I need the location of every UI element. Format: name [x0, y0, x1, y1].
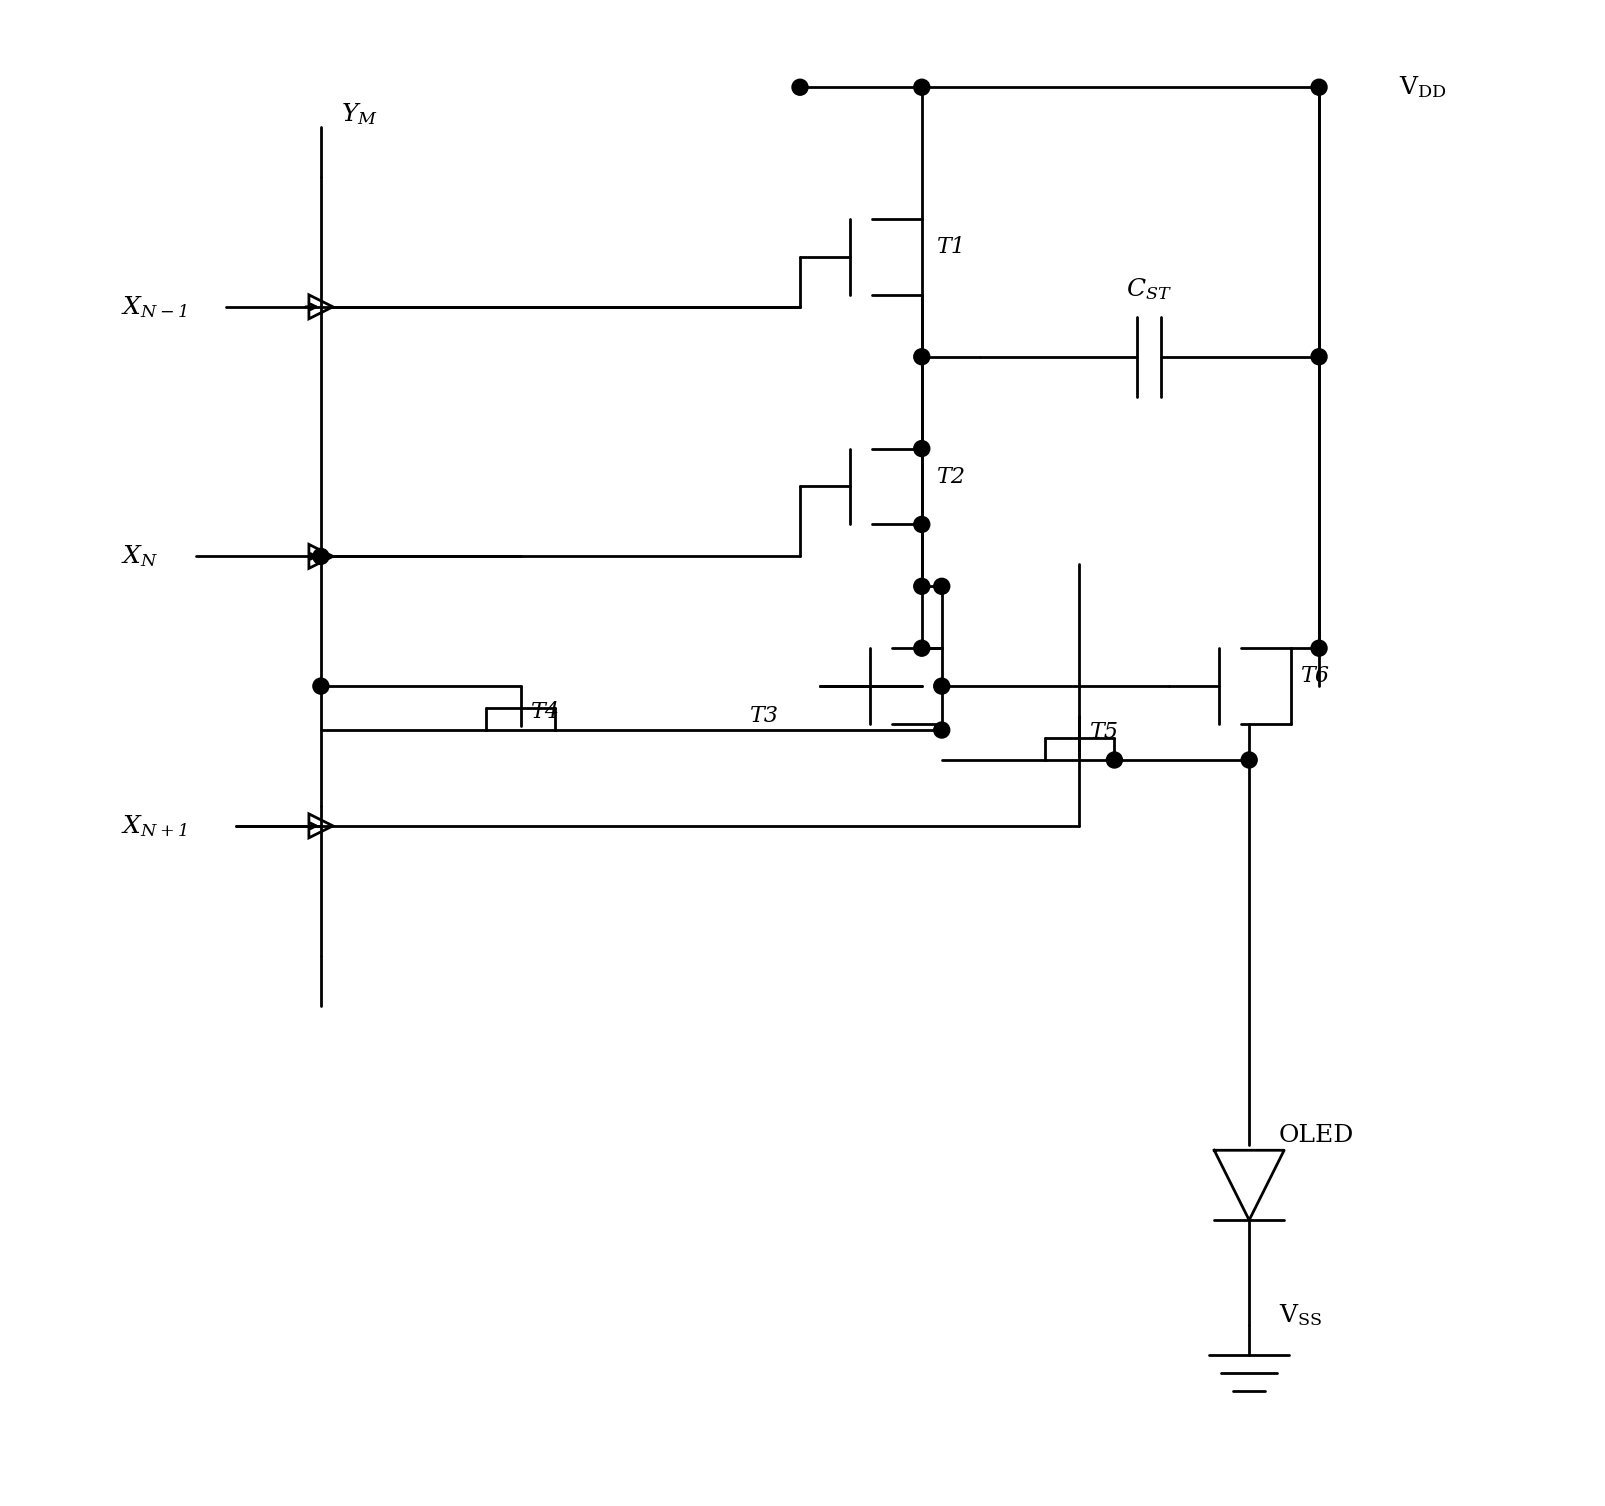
- Text: $\mathregular{X_N}$: $\mathregular{X_N}$: [122, 544, 159, 569]
- Text: T5: T5: [1090, 721, 1119, 742]
- Circle shape: [913, 349, 929, 364]
- Circle shape: [913, 80, 929, 95]
- Text: T4: T4: [531, 702, 560, 723]
- Text: T3: T3: [750, 705, 778, 727]
- Circle shape: [791, 80, 807, 95]
- Text: $\mathregular{X_{N-1}}$: $\mathregular{X_{N-1}}$: [122, 294, 188, 319]
- Text: $\mathregular{Y_M}$: $\mathregular{Y_M}$: [340, 101, 377, 127]
- Text: $\mathregular{V_{SS}}$: $\mathregular{V_{SS}}$: [1279, 1303, 1323, 1328]
- Circle shape: [913, 578, 929, 595]
- Text: $\mathregular{C_{ST}}$: $\mathregular{C_{ST}}$: [1127, 276, 1172, 301]
- Circle shape: [313, 678, 329, 694]
- Text: T6: T6: [1302, 666, 1331, 687]
- Circle shape: [1106, 751, 1122, 768]
- Circle shape: [313, 548, 329, 565]
- Circle shape: [913, 441, 929, 456]
- Circle shape: [1311, 80, 1327, 95]
- Text: $\mathregular{X_{N+1}}$: $\mathregular{X_{N+1}}$: [122, 813, 188, 839]
- Text: T2: T2: [937, 465, 966, 488]
- Text: T1: T1: [937, 236, 966, 258]
- Circle shape: [1311, 349, 1327, 364]
- Circle shape: [913, 640, 929, 657]
- Circle shape: [1311, 640, 1327, 657]
- Circle shape: [934, 721, 950, 738]
- Text: $\mathregular{V_{DD}}$: $\mathregular{V_{DD}}$: [1400, 74, 1446, 101]
- Circle shape: [934, 678, 950, 694]
- Circle shape: [934, 578, 950, 595]
- Circle shape: [913, 517, 929, 533]
- Circle shape: [1241, 751, 1257, 768]
- Text: OLED: OLED: [1279, 1123, 1355, 1146]
